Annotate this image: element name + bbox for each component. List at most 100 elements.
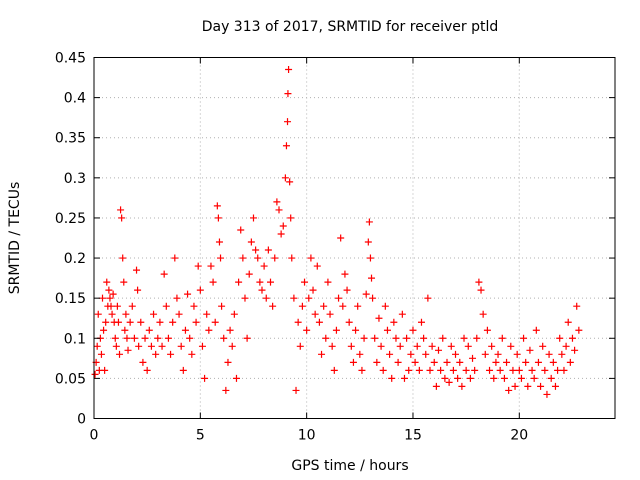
data-point: [279, 222, 287, 230]
data-point: [226, 326, 234, 334]
data-point: [101, 366, 109, 374]
data-point: [568, 334, 576, 342]
y-tick-label: 0.25: [55, 211, 86, 227]
data-point: [94, 310, 102, 318]
data-point: [118, 214, 126, 222]
axis-ticks: [93, 57, 615, 419]
data-point: [364, 238, 372, 246]
data-point: [503, 358, 511, 366]
data-point: [341, 270, 349, 278]
data-point: [492, 358, 500, 366]
data-point: [460, 334, 468, 342]
data-point: [441, 374, 449, 382]
data-point: [107, 302, 115, 310]
data-point: [375, 314, 383, 322]
data-point: [481, 350, 489, 358]
data-point: [117, 206, 125, 214]
data-point: [539, 342, 547, 350]
data-point: [288, 254, 296, 262]
data-point: [271, 254, 279, 262]
data-point: [522, 358, 530, 366]
data-point: [400, 374, 408, 382]
y-tick-label: 0.4: [64, 91, 86, 107]
x-tick-label: 10: [298, 428, 316, 444]
data-point: [100, 326, 108, 334]
data-point: [447, 342, 455, 350]
data-point: [177, 342, 185, 350]
data-point: [388, 374, 396, 382]
data-point: [188, 350, 196, 358]
data-point: [315, 318, 323, 326]
data-point: [128, 302, 136, 310]
data-point: [91, 370, 99, 378]
data-point: [428, 342, 436, 350]
y-tick-label: 0.35: [55, 131, 86, 147]
data-point: [303, 326, 311, 334]
data-point: [532, 326, 540, 334]
data-point: [162, 302, 170, 310]
data-point: [201, 374, 209, 382]
data-point: [477, 286, 485, 294]
data-point: [383, 326, 391, 334]
data-point: [345, 318, 353, 326]
data-point: [464, 342, 472, 350]
data-point: [349, 358, 357, 366]
data-point: [254, 254, 262, 262]
grid-lines: [94, 57, 615, 419]
data-point: [511, 382, 519, 390]
data-point: [215, 238, 223, 246]
data-point: [130, 334, 138, 342]
data-point: [116, 350, 124, 358]
data-point: [505, 386, 513, 394]
data-point: [298, 302, 306, 310]
data-point: [109, 290, 117, 298]
data-point: [466, 374, 474, 382]
data-point: [437, 366, 445, 374]
data-point: [294, 318, 302, 326]
x-tick-label: 15: [404, 428, 422, 444]
data-point: [524, 382, 532, 390]
data-point: [356, 350, 364, 358]
data-point: [205, 326, 213, 334]
data-point: [105, 286, 113, 294]
data-point: [354, 302, 362, 310]
y-tick-label: 0.15: [55, 291, 86, 307]
data-point: [147, 342, 155, 350]
data-point: [156, 318, 164, 326]
data-point: [239, 254, 247, 262]
data-point: [452, 350, 460, 358]
data-point: [139, 358, 147, 366]
data-point: [309, 286, 317, 294]
data-point: [507, 342, 515, 350]
data-point: [381, 302, 389, 310]
data-point: [526, 346, 534, 354]
data-point: [335, 294, 343, 302]
data-point: [256, 278, 264, 286]
data-point: [515, 366, 523, 374]
data-point: [169, 318, 177, 326]
data-point: [337, 234, 345, 242]
data-point: [113, 302, 121, 310]
data-point: [564, 318, 572, 326]
data-point: [483, 326, 491, 334]
data-point: [262, 294, 270, 302]
data-point: [150, 310, 158, 318]
data-point: [462, 366, 470, 374]
data-point: [141, 334, 149, 342]
data-point: [123, 334, 131, 342]
data-point: [488, 342, 496, 350]
data-point: [369, 294, 377, 302]
data-point: [152, 350, 160, 358]
data-point: [296, 342, 304, 350]
data-point: [500, 374, 508, 382]
data-point: [313, 262, 321, 270]
data-point: [417, 318, 425, 326]
data-point: [252, 246, 260, 254]
data-point: [520, 334, 528, 342]
data-point: [235, 278, 243, 286]
data-point: [137, 318, 145, 326]
data-point: [545, 350, 553, 358]
data-point: [173, 294, 181, 302]
data-point: [547, 374, 555, 382]
data-point: [373, 358, 381, 366]
